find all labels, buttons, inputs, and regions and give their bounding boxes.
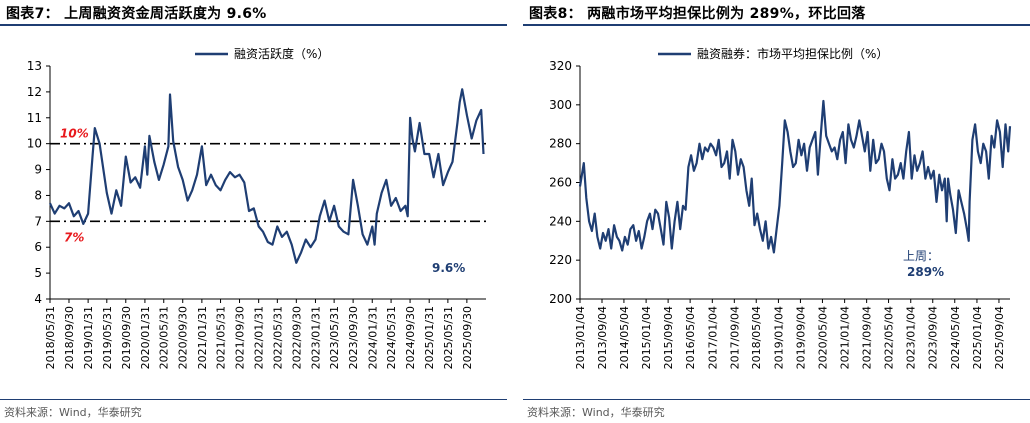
x-tick-label: 2019/01/04 [772,306,785,369]
title-rule [523,24,1030,26]
x-tick-label: 2022/05/31 [271,306,284,369]
x-tick-label: 2020/01/31 [139,306,152,369]
x-tick-label: 2018/05/04 [750,306,763,369]
x-tick-label: 2021/09/30 [234,306,247,369]
x-tick-label: 2017/09/04 [728,306,741,369]
y-tick-label: 5 [34,266,42,280]
x-tick-label: 2016/05/04 [684,306,697,369]
x-tick-label: 2025/01/31 [423,306,436,369]
x-tick-label: 2024/09/30 [404,306,417,369]
x-tick-label: 2025/05/31 [442,306,455,369]
y-tick-label: 200 [549,292,572,306]
line-chart-leverage-activity: 4 5 6 7 8 9 10 11 12 13 2018/05/31 2018/09/30 2019/0… [27,46,486,369]
y-tick-label: 220 [549,253,572,267]
line-chart-collateral-ratio: 200 220 240 260 280 300 320 2013/01/04 2013/09/0… [549,46,1012,369]
reference-line-label: 10% [60,127,89,141]
x-tick-label: 2013/01/04 [574,306,587,369]
x-tick-label: 2022/09/30 [290,306,303,369]
x-tick-label: 2021/01/04 [839,306,852,369]
source-note: 资料来源：Wind，华泰研究 [527,406,665,419]
x-tick-label: 2021/01/31 [196,306,209,369]
y-tick-label: 8 [34,188,42,202]
y-tick-label: 300 [549,98,572,112]
legend-label: 融资活跃度（%） [234,46,329,61]
y-tick-label: 9 [34,163,42,177]
x-tick-label: 2015/09/04 [662,306,675,369]
legend-label: 融资融券：市场平均担保比例（%） [697,46,888,61]
x-tick-label: 2025/09/30 [461,306,474,369]
x-tick-label: 2025/09/04 [993,306,1006,369]
y-tick-label: 13 [27,59,42,73]
x-tick-label: 2015/01/04 [640,306,653,369]
x-tick-label: 2019/05/31 [101,306,114,369]
series-line [578,99,1012,254]
x-tick-label: 2019/01/31 [82,306,95,369]
x-tick-label: 2020/05/31 [158,306,171,369]
title-rule [0,24,507,26]
x-tick-label: 2023/01/04 [905,306,918,369]
y-tick-label: 260 [549,176,572,190]
x-tick-label: 2013/09/04 [596,306,609,369]
reference-line-label: 7% [64,230,84,244]
x-tick-label: 2021/05/31 [215,306,228,369]
source-rule [523,399,1030,400]
data-annotation: 9.6% [432,261,465,275]
x-tick-label: 2018/05/31 [44,306,57,369]
data-annotation: 289% [907,265,944,279]
x-tick-label: 2014/05/04 [618,306,631,369]
source-note: 资料来源：Wind，华泰研究 [4,406,142,419]
y-tick-label: 10 [27,137,42,151]
x-tick-label: 2024/05/04 [949,306,962,369]
source-rule [0,399,507,400]
x-tick-label: 2023/09/30 [347,306,360,369]
y-tick-label: 11 [27,111,42,125]
series-line [48,88,485,264]
x-tick-label: 2018/09/30 [63,306,76,369]
figure-title: 图表7： 上周融资资金周活跃度为 9.6% [6,6,267,22]
y-tick-label: 280 [549,137,572,151]
x-tick-label: 2017/01/04 [706,306,719,369]
x-tick-label: 2024/05/31 [385,306,398,369]
y-tick-label: 6 [34,240,42,254]
y-tick-label: 12 [27,85,42,99]
x-tick-label: 2024/01/31 [366,306,379,369]
y-tick-label: 7 [34,214,42,228]
chart-panel-leverage-activity: 图表7： 上周融资资金周活跃度为 9.6% 4 5 6 7 8 9 10 11 12 13 2018… [0,0,507,423]
x-tick-label: 2020/05/04 [816,306,829,369]
x-tick-label: 2023/09/04 [927,306,940,369]
x-tick-label: 2019/09/04 [794,306,807,369]
chart-panel-collateral-ratio: 图表8： 两融市场平均担保比例为 289%，环比回落 200 220 240 260 2… [523,0,1030,423]
x-tick-label: 2022/01/31 [253,306,266,369]
y-tick-label: 320 [549,59,572,73]
data-annotation: 上周： [903,249,939,263]
x-tick-label: 2020/09/30 [177,306,190,369]
y-tick-label: 240 [549,214,572,228]
x-tick-label: 2023/05/31 [328,306,341,369]
x-tick-label: 2025/01/04 [971,306,984,369]
x-tick-label: 2021/09/04 [861,306,874,369]
x-tick-label: 2019/09/30 [120,306,133,369]
figure-title: 图表8： 两融市场平均担保比例为 289%，环比回落 [529,6,866,22]
y-tick-label: 4 [34,292,42,306]
x-tick-label: 2022/05/04 [883,306,896,369]
x-tick-label: 2023/01/31 [309,306,322,369]
